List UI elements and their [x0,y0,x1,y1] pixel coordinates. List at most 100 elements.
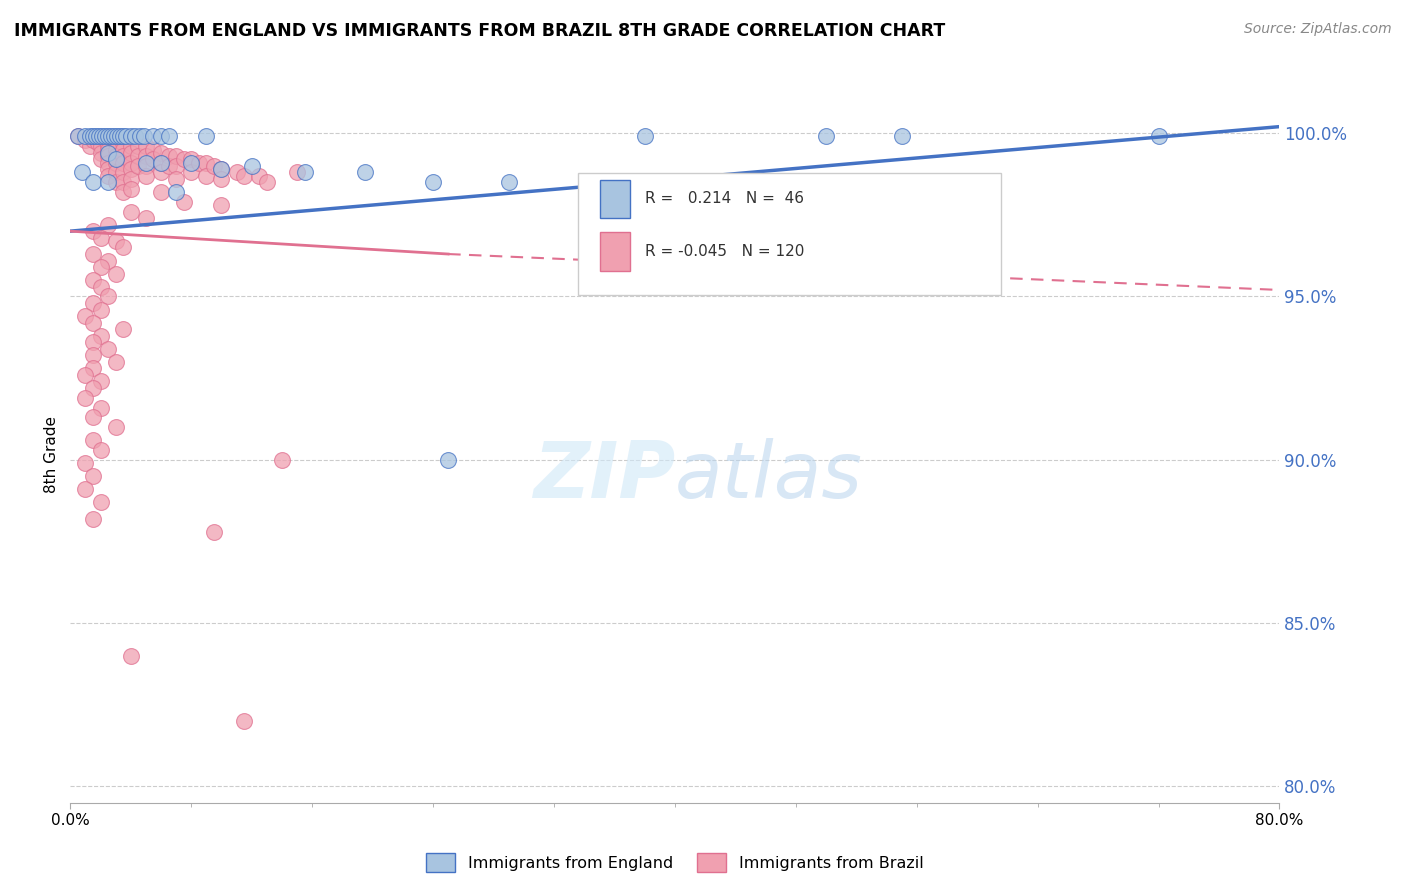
Text: atlas: atlas [675,438,863,514]
Point [104,143,127,157]
Point [112,136,135,150]
Text: R =   0.214   N =  46: R = 0.214 N = 46 [645,192,804,206]
Point [97,129,120,144]
Point [195,169,218,183]
FancyBboxPatch shape [578,173,1001,295]
Point [97,139,120,153]
Point [91,129,114,144]
Point [187,155,209,169]
Point [225,165,247,179]
Point [422,175,444,189]
Point [142,129,165,144]
Point [142,153,165,167]
Point [180,165,202,179]
Point [112,240,135,254]
Point [135,155,157,169]
Point [82,247,104,261]
Point [104,267,127,281]
Point [173,194,195,209]
Point [165,172,187,186]
Point [82,129,104,144]
Point [134,129,156,144]
Point [82,296,104,310]
Point [142,143,165,157]
Point [135,139,157,153]
Point [90,153,111,167]
Point [97,155,120,169]
Point [127,149,149,163]
Point [150,155,172,169]
Point [66,129,89,144]
Point [82,381,104,395]
Point [75,368,97,382]
Point [150,155,172,169]
Point [202,524,225,539]
Point [90,443,111,458]
Point [135,169,157,183]
Point [150,185,172,199]
Point [202,159,225,173]
Point [165,149,187,163]
Point [1147,129,1170,144]
Point [104,133,127,147]
Point [90,145,111,160]
Point [97,218,120,232]
Point [72,165,94,179]
Point [75,391,97,405]
Text: R = -0.045   N = 120: R = -0.045 N = 120 [645,244,804,259]
Point [90,279,111,293]
Point [82,348,104,362]
Point [211,162,233,177]
Point [150,129,172,144]
Point [256,175,278,189]
Text: IMMIGRANTS FROM ENGLAND VS IMMIGRANTS FROM BRAZIL 8TH GRADE CORRELATION CHART: IMMIGRANTS FROM ENGLAND VS IMMIGRANTS FR… [14,22,945,40]
Point [66,129,89,144]
Point [270,452,294,467]
Point [82,133,104,147]
Point [87,129,110,144]
Point [75,482,97,496]
Point [845,185,868,199]
Point [120,145,142,160]
Point [150,165,172,179]
Point [97,133,120,147]
Point [82,273,104,287]
Point [240,159,263,173]
Point [75,129,97,144]
Point [633,129,655,144]
Point [112,155,135,169]
Point [105,129,128,144]
Point [84,129,107,144]
Point [108,129,131,144]
Point [75,133,97,147]
Point [211,198,233,212]
Point [104,155,127,169]
FancyBboxPatch shape [600,180,630,219]
Point [180,155,202,169]
Point [247,169,270,183]
Point [82,175,104,189]
Point [112,165,135,179]
Point [815,129,838,144]
Point [195,129,218,144]
Point [75,456,97,470]
Point [437,452,460,467]
Point [890,129,912,144]
Point [195,155,218,169]
Point [82,316,104,330]
Point [104,175,127,189]
Point [90,375,111,389]
Point [82,224,104,238]
Point [211,172,233,186]
Point [124,129,146,144]
Point [97,149,120,163]
Point [97,143,120,157]
Point [112,149,135,163]
Point [165,185,187,199]
Legend: Immigrants from England, Immigrants from Brazil: Immigrants from England, Immigrants from… [420,847,929,879]
Point [211,162,233,177]
Point [104,420,127,434]
Point [90,328,111,343]
FancyBboxPatch shape [600,232,630,270]
Point [150,145,172,160]
